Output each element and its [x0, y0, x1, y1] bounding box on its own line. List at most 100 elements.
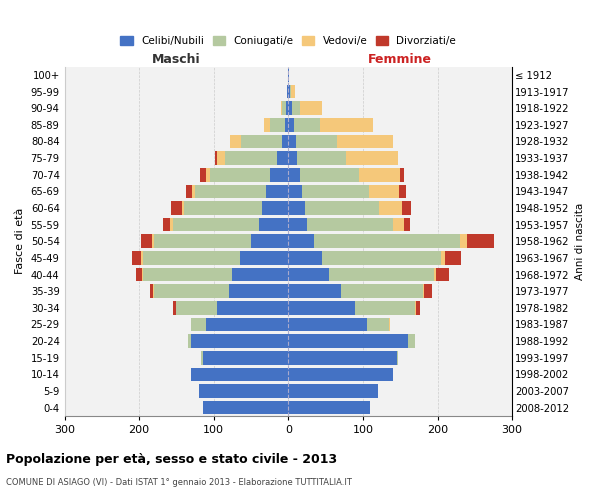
Bar: [296, 134, 337, 148]
Bar: [203, 401, 289, 414]
Y-axis label: Fasce di età: Fasce di età: [15, 208, 25, 274]
Bar: [289, 251, 322, 264]
Bar: [289, 134, 296, 148]
Bar: [289, 102, 292, 115]
Bar: [133, 251, 142, 264]
Text: Popolazione per età, sesso e stato civile - 2013: Popolazione per età, sesso e stato civil…: [6, 452, 337, 466]
Bar: [284, 118, 289, 132]
Bar: [397, 351, 398, 364]
Bar: [232, 268, 289, 281]
Bar: [270, 118, 284, 132]
Bar: [192, 184, 195, 198]
Bar: [277, 152, 289, 165]
Bar: [289, 301, 355, 314]
Bar: [441, 251, 445, 264]
Bar: [289, 384, 378, 398]
Bar: [191, 334, 289, 348]
Y-axis label: Anni di nascita: Anni di nascita: [575, 202, 585, 280]
Bar: [240, 251, 289, 264]
Bar: [289, 201, 305, 215]
Bar: [436, 268, 449, 281]
Bar: [290, 84, 292, 98]
Bar: [283, 102, 286, 115]
Bar: [292, 84, 295, 98]
Bar: [163, 218, 170, 232]
Bar: [230, 134, 241, 148]
Bar: [445, 251, 461, 264]
Bar: [289, 334, 408, 348]
Bar: [289, 152, 298, 165]
Bar: [206, 168, 210, 181]
Bar: [154, 234, 251, 248]
Bar: [422, 284, 424, 298]
Bar: [203, 351, 289, 364]
Bar: [329, 268, 434, 281]
Bar: [302, 184, 369, 198]
Bar: [408, 334, 415, 348]
Text: Maschi: Maschi: [152, 52, 201, 66]
Bar: [393, 218, 404, 232]
Bar: [251, 234, 289, 248]
Bar: [201, 351, 203, 364]
Bar: [299, 168, 359, 181]
Bar: [355, 301, 415, 314]
Bar: [289, 401, 370, 414]
Bar: [152, 234, 154, 248]
Bar: [140, 234, 152, 248]
Bar: [142, 268, 143, 281]
Bar: [346, 152, 398, 165]
Bar: [314, 234, 460, 248]
Bar: [416, 301, 419, 314]
Bar: [173, 218, 259, 232]
Bar: [289, 84, 290, 98]
Bar: [299, 102, 322, 115]
Bar: [143, 268, 232, 281]
Bar: [322, 251, 441, 264]
Bar: [259, 218, 289, 232]
Bar: [289, 168, 299, 181]
Bar: [289, 368, 393, 381]
Bar: [369, 184, 399, 198]
Bar: [262, 201, 289, 215]
Bar: [424, 284, 431, 298]
Bar: [199, 384, 289, 398]
Bar: [402, 201, 411, 215]
Bar: [241, 134, 283, 148]
Bar: [460, 234, 467, 248]
Bar: [173, 301, 176, 314]
Bar: [143, 251, 240, 264]
Bar: [400, 168, 404, 181]
Bar: [389, 318, 390, 332]
Bar: [320, 118, 373, 132]
Bar: [289, 318, 367, 332]
Bar: [289, 351, 397, 364]
Bar: [286, 102, 289, 115]
Bar: [307, 218, 393, 232]
Bar: [467, 234, 494, 248]
Bar: [434, 268, 436, 281]
Bar: [191, 318, 206, 332]
Bar: [266, 184, 289, 198]
Bar: [359, 168, 400, 181]
Bar: [295, 118, 320, 132]
Bar: [225, 152, 277, 165]
Bar: [206, 318, 289, 332]
Bar: [287, 84, 289, 98]
Bar: [289, 284, 341, 298]
Bar: [184, 201, 262, 215]
Bar: [289, 184, 302, 198]
Bar: [399, 184, 406, 198]
Bar: [195, 184, 266, 198]
Bar: [217, 301, 289, 314]
Bar: [298, 152, 346, 165]
Bar: [367, 318, 389, 332]
Bar: [289, 268, 329, 281]
Bar: [215, 152, 217, 165]
Bar: [289, 218, 307, 232]
Bar: [264, 118, 270, 132]
Bar: [200, 168, 206, 181]
Bar: [287, 68, 289, 82]
Bar: [283, 134, 289, 148]
Bar: [136, 268, 142, 281]
Bar: [229, 284, 289, 298]
